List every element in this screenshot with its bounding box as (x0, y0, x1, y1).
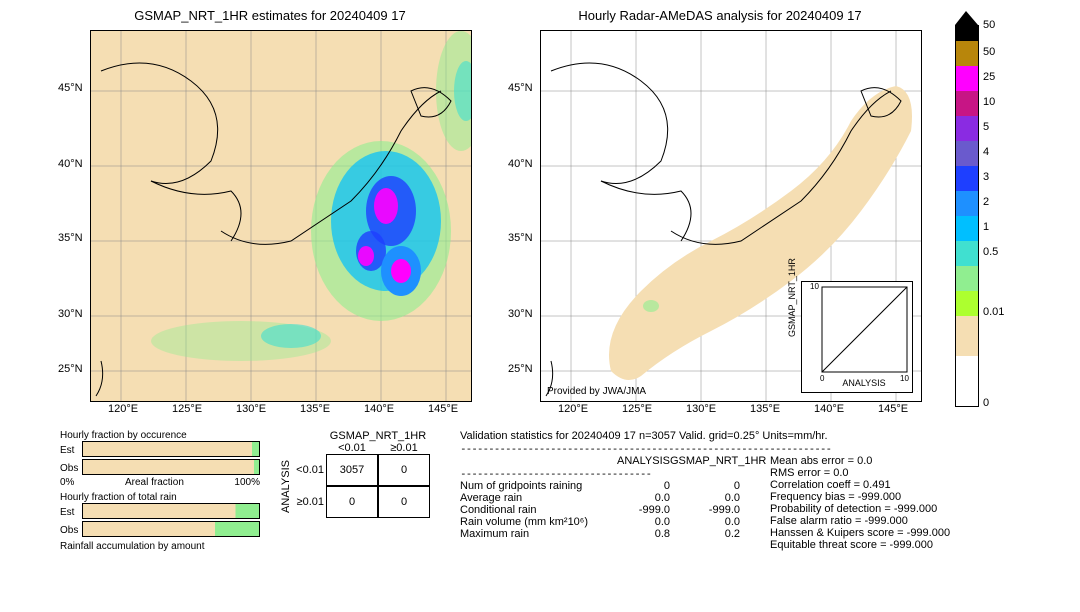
xlabel: 120°E (108, 403, 138, 415)
ylabel: 40°N (58, 158, 83, 170)
xlabel: 125°E (172, 403, 202, 415)
xlabel: 130°E (236, 403, 266, 415)
xlabel-r: 135°E (750, 403, 780, 415)
ylabel-r: 45°N (508, 82, 533, 94)
inset-scatter: ANALYSIS GSMAP_NRT_1HR 0 10 10 (801, 281, 913, 393)
right-map: ANALYSIS GSMAP_NRT_1HR 0 10 10 Provided … (540, 30, 922, 402)
inset-ylabel: GSMAP_NRT_1HR (787, 258, 797, 337)
xlabel-r: 130°E (686, 403, 716, 415)
ylabel-r: 25°N (508, 363, 533, 375)
left-map (90, 30, 472, 402)
provider-label: Provided by JWA/JMA (547, 386, 646, 397)
ylabel: 45°N (58, 82, 83, 94)
right-map-title: Hourly Radar-AMeDAS analysis for 2024040… (530, 8, 910, 23)
validation-stats: Validation statistics for 20240409 17 n=… (460, 430, 1060, 551)
inset-xlabel: ANALYSIS (842, 378, 885, 388)
ylabel: 25°N (58, 363, 83, 375)
left-map-title: GSMAP_NRT_1HR estimates for 20240409 17 (80, 8, 460, 23)
xlabel-r: 120°E (558, 403, 588, 415)
ylabel: 30°N (58, 308, 83, 320)
xlabel-r: 145°E (878, 403, 908, 415)
xlabel: 145°E (428, 403, 458, 415)
xlabel-r: 140°E (814, 403, 844, 415)
ylabel-r: 30°N (508, 308, 533, 320)
contingency-table: GSMAP_NRT_1HR <0.01≥0.01 ANALYSIS <0.013… (280, 430, 430, 518)
xlabel: 135°E (300, 403, 330, 415)
xlabel: 140°E (364, 403, 394, 415)
ylabel-r: 35°N (508, 232, 533, 244)
ylabel: 35°N (58, 232, 83, 244)
ylabel-r: 40°N (508, 158, 533, 170)
occurrence-bars: Hourly fraction by occurence Est Obs 0%A… (60, 430, 260, 552)
xlabel-r: 125°E (622, 403, 652, 415)
colorbar (955, 25, 979, 407)
